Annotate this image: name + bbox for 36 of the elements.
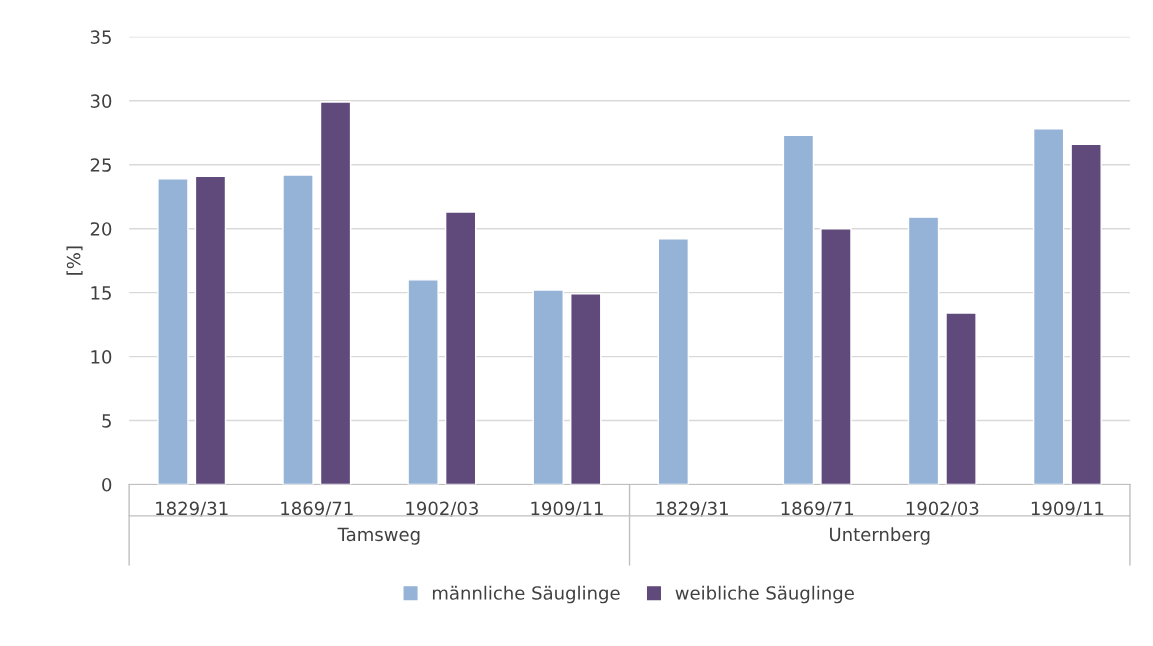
x-tick-label: 1869/71 — [781, 501, 854, 517]
bar — [1032, 128, 1065, 485]
x-tick-label: 1909/11 — [1031, 501, 1104, 517]
y-tick-label: 35 — [90, 30, 111, 44]
bar — [407, 279, 439, 485]
x-tick-label: 1869/71 — [281, 501, 353, 517]
x-tick-label: 1909/11 — [531, 501, 603, 517]
x-tick-label: 1902/03 — [906, 501, 979, 517]
x-tick-label: 1902/03 — [406, 501, 478, 517]
bar — [444, 211, 477, 485]
bar — [282, 174, 314, 485]
bar — [319, 101, 352, 485]
x-tick-label: 1829/31 — [656, 501, 728, 517]
y-tick-label: 15 — [91, 286, 111, 300]
text: Unternberg — [830, 527, 930, 545]
y-tick-label: 20 — [90, 222, 112, 236]
y-tick-label: 5 — [102, 414, 111, 428]
bar — [820, 227, 852, 485]
bar — [782, 134, 815, 485]
bar — [657, 238, 690, 485]
x-tick-label: 1829/31 — [156, 501, 228, 517]
y-tick-label: 0 — [102, 477, 112, 492]
y-tick-label: 25 — [90, 158, 111, 172]
legend-label: männliche Säuglinge — [432, 585, 620, 604]
bar — [532, 289, 564, 485]
y-axis-title: [%] — [66, 246, 83, 275]
text: Tamsweg — [337, 527, 420, 545]
bar — [570, 293, 602, 485]
legend-label: weibliche Säuglinge — [675, 585, 854, 604]
bar — [907, 216, 940, 485]
bar — [194, 175, 227, 485]
bar — [1070, 143, 1102, 485]
y-tick-label: 30 — [90, 94, 112, 108]
bar — [945, 312, 977, 485]
bar — [157, 178, 189, 485]
y-tick-label: 10 — [91, 350, 112, 364]
